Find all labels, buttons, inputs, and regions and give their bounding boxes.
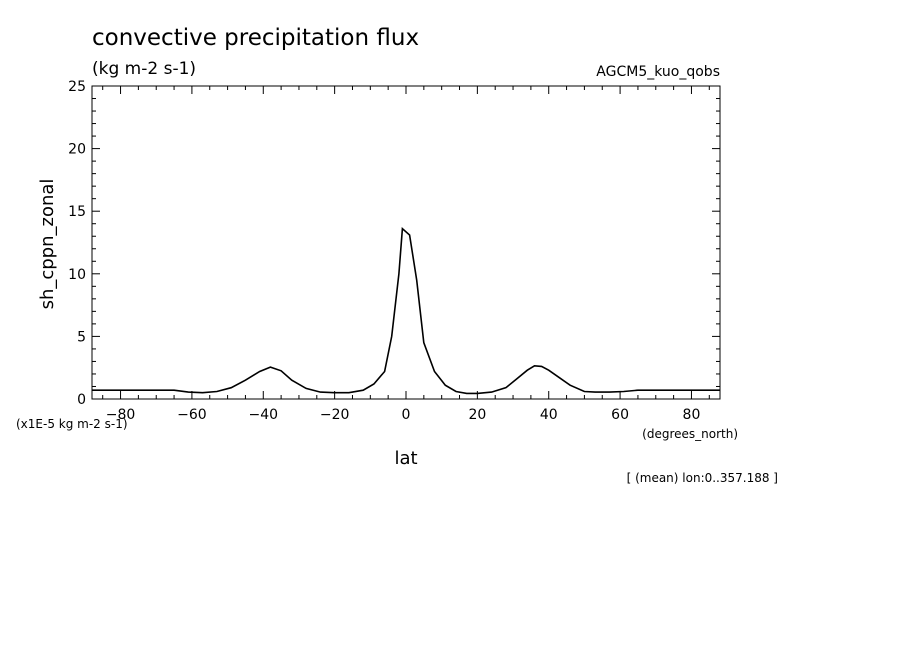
x-axis-label: lat [394,448,417,469]
x-axis-ticks [102,86,710,399]
x-tick-label: 80 [683,407,701,423]
y-axis-tick-labels: 0 5 10 15 20 25 [68,79,86,408]
y-tick-label: 10 [68,267,86,283]
y-tick-label: 15 [68,204,86,220]
y-scale-note: (x1E-5 kg m-2 s-1) [16,417,128,431]
x-tick-label: 20 [468,407,486,423]
chart-units-subtitle: (kg m-2 s-1) [92,59,196,79]
y-axis-ticks [92,85,720,400]
y-tick-label: 0 [77,392,86,408]
y-tick-label: 25 [68,79,86,95]
x-tick-label: 0 [402,407,411,423]
y-tick-label: 5 [77,329,86,345]
footnote-lon-mean: [ (mean) lon:0..357.188 ] [627,471,778,485]
x-tick-label: −80 [106,407,136,423]
x-tick-label: −20 [320,407,350,423]
x-tick-label: −40 [248,407,278,423]
plot-frame [91,85,721,400]
x-axis-tick-labels: −80 −60 −40 −20 0 20 40 60 80 [106,407,701,423]
series-line [92,227,720,395]
y-tick-label: 20 [68,142,86,158]
dataset-label: AGCM5_kuo_qobs [596,64,720,80]
x-tick-label: 40 [540,407,558,423]
x-axis-units: (degrees_north) [642,427,738,441]
y-axis-label: sh_cppn_zonal [37,179,58,310]
x-tick-label: 60 [611,407,629,423]
x-tick-label: −60 [177,407,207,423]
chart-title: convective precipitation flux [92,25,419,51]
